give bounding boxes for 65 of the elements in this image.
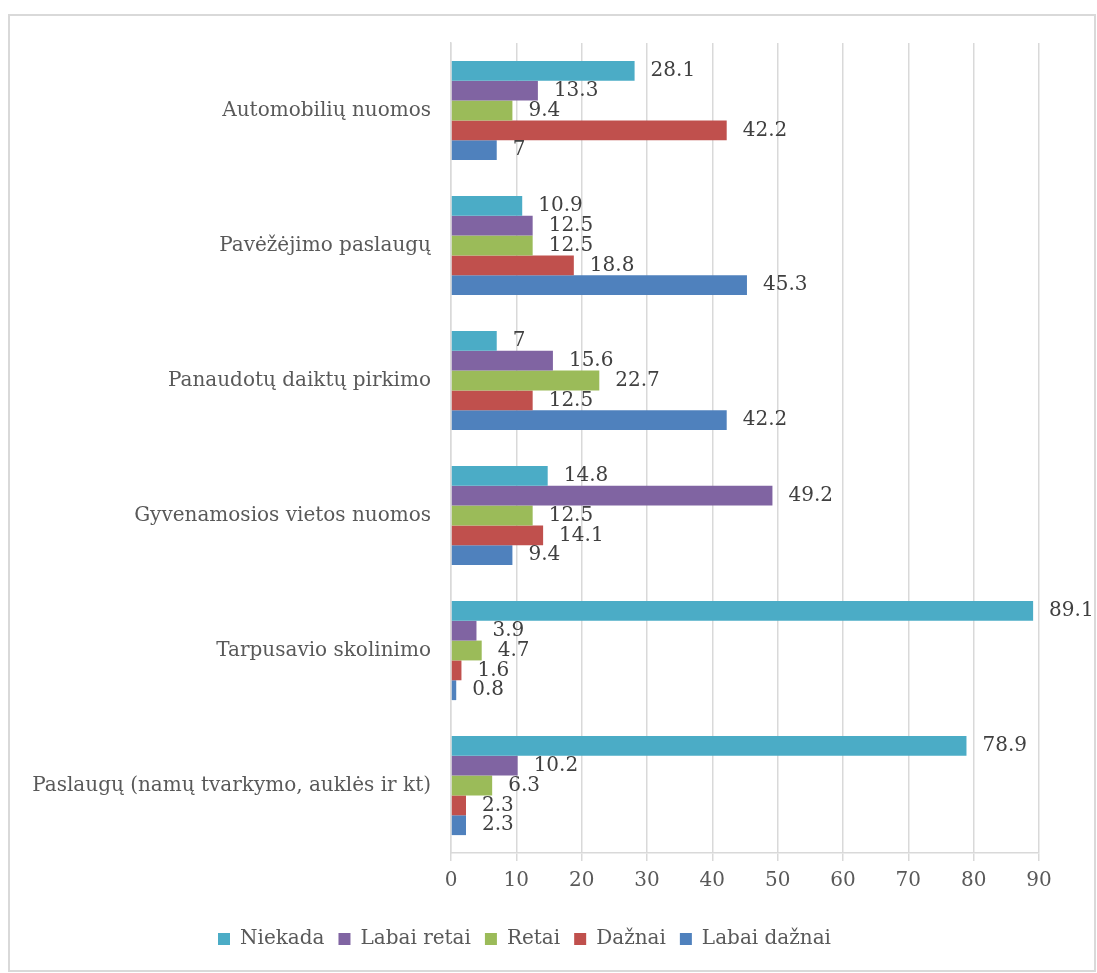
y-tick-label: Automobilių nuomos (221, 96, 431, 121)
y-tick-label: Paslaugų (namų tvarkymo, auklės ir kt) (32, 771, 431, 796)
y-tick-label: Gyvenamosios vietos nuomos (134, 501, 431, 526)
bar (451, 660, 462, 681)
legend-label: Labai dažnai (701, 925, 832, 950)
bar (451, 505, 533, 526)
bar (451, 255, 574, 276)
bar (451, 755, 518, 776)
bar (451, 775, 493, 796)
bar (451, 680, 457, 701)
x-tick-label: 80 (960, 867, 987, 892)
data-label: 22.7 (615, 366, 660, 391)
x-tick-label: 70 (895, 867, 922, 892)
legend-label: Labai retai (360, 925, 471, 950)
legend-label: Retai (506, 925, 561, 950)
x-tick-label: 0 (444, 867, 458, 892)
legend-label: Dažnai (596, 925, 666, 950)
bar (451, 545, 513, 566)
bar (451, 330, 497, 351)
x-tick-label: 40 (699, 867, 726, 892)
x-tick-label: 50 (764, 867, 791, 892)
bar (451, 120, 727, 141)
bar (451, 100, 513, 121)
data-label: 89.1 (1049, 597, 1094, 622)
x-tick-label: 60 (830, 867, 856, 892)
data-label: 14.8 (563, 462, 609, 487)
bar (451, 410, 727, 431)
bar (451, 465, 548, 486)
data-label: 42.2 (742, 116, 788, 141)
x-tick-label: 30 (634, 867, 660, 892)
bar (451, 350, 553, 371)
x-tick-label: 90 (1026, 867, 1052, 892)
data-label: 78.9 (982, 732, 1028, 757)
bar (451, 195, 523, 216)
bar (451, 640, 482, 661)
y-tick-label: Tarpusavio skolinimo (216, 636, 431, 661)
data-label: 7 (512, 136, 526, 161)
bar (451, 80, 538, 101)
bar (451, 275, 747, 296)
bar (451, 795, 467, 816)
data-label: 28.1 (650, 57, 696, 82)
data-label: 12.5 (548, 386, 594, 411)
data-label: 45.3 (762, 271, 808, 296)
bar (451, 370, 600, 391)
y-tick-label: Pavėžėjimo paslaugų (219, 231, 432, 256)
data-label: 49.2 (788, 481, 833, 506)
data-label: 9.4 (528, 541, 561, 566)
data-label: 42.2 (742, 406, 788, 431)
x-tick-label: 20 (568, 867, 595, 892)
bar (451, 620, 477, 641)
bar (451, 215, 533, 236)
bar (451, 525, 544, 546)
bar (451, 235, 533, 256)
data-label: 15.6 (568, 346, 614, 371)
bar (451, 140, 497, 161)
bar (451, 485, 773, 506)
y-tick-label: Panaudotų daiktų pirkimo (167, 366, 431, 391)
bar (451, 815, 467, 836)
x-tick-label: 10 (503, 867, 530, 892)
bar (451, 390, 533, 411)
bar (451, 735, 967, 756)
legend-label: Niekada (239, 925, 325, 950)
bar (451, 600, 1034, 621)
bar (451, 60, 635, 81)
data-label: 7 (512, 327, 526, 352)
